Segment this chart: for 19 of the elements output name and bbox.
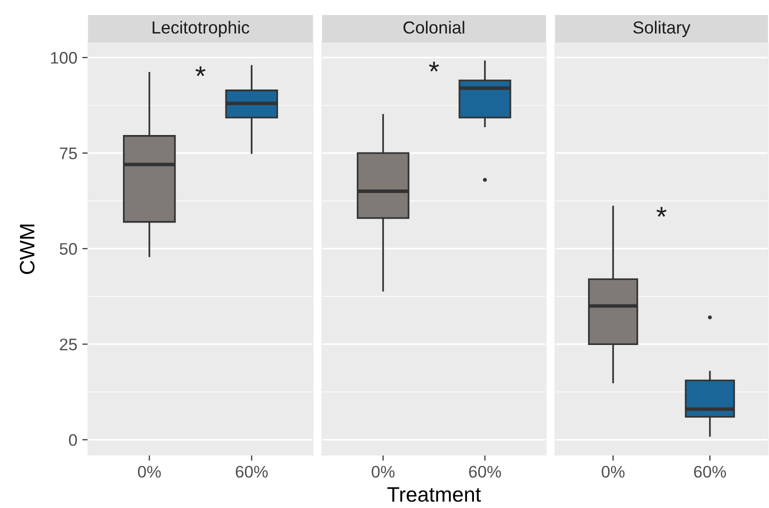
chart-title: Solitary	[633, 20, 690, 38]
y-tick-label: 25	[60, 338, 77, 350]
y-tick-label: 100	[51, 52, 77, 64]
x-tick-label: 0%	[138, 466, 161, 478]
x-tick-label: 0%	[372, 466, 395, 478]
chart-title: Lecitotrophic	[152, 20, 250, 38]
x-tick-label: 60%	[694, 466, 726, 478]
y-axis-title: CWM	[20, 224, 35, 274]
y-tick-label: 50	[60, 243, 77, 255]
x-tick-label: 60%	[469, 466, 501, 478]
y-tick-label: 0	[68, 434, 77, 446]
annotation: *	[196, 66, 206, 76]
annotation: *	[429, 62, 439, 72]
y-tick-label: 75	[60, 148, 77, 160]
chart-title: Colonial	[404, 20, 464, 34]
x-tick-label: 0%	[602, 466, 625, 478]
annotation: *	[656, 207, 666, 217]
x-tick-label: 60%	[236, 466, 268, 478]
x-axis-title: Treatment	[387, 487, 481, 502]
